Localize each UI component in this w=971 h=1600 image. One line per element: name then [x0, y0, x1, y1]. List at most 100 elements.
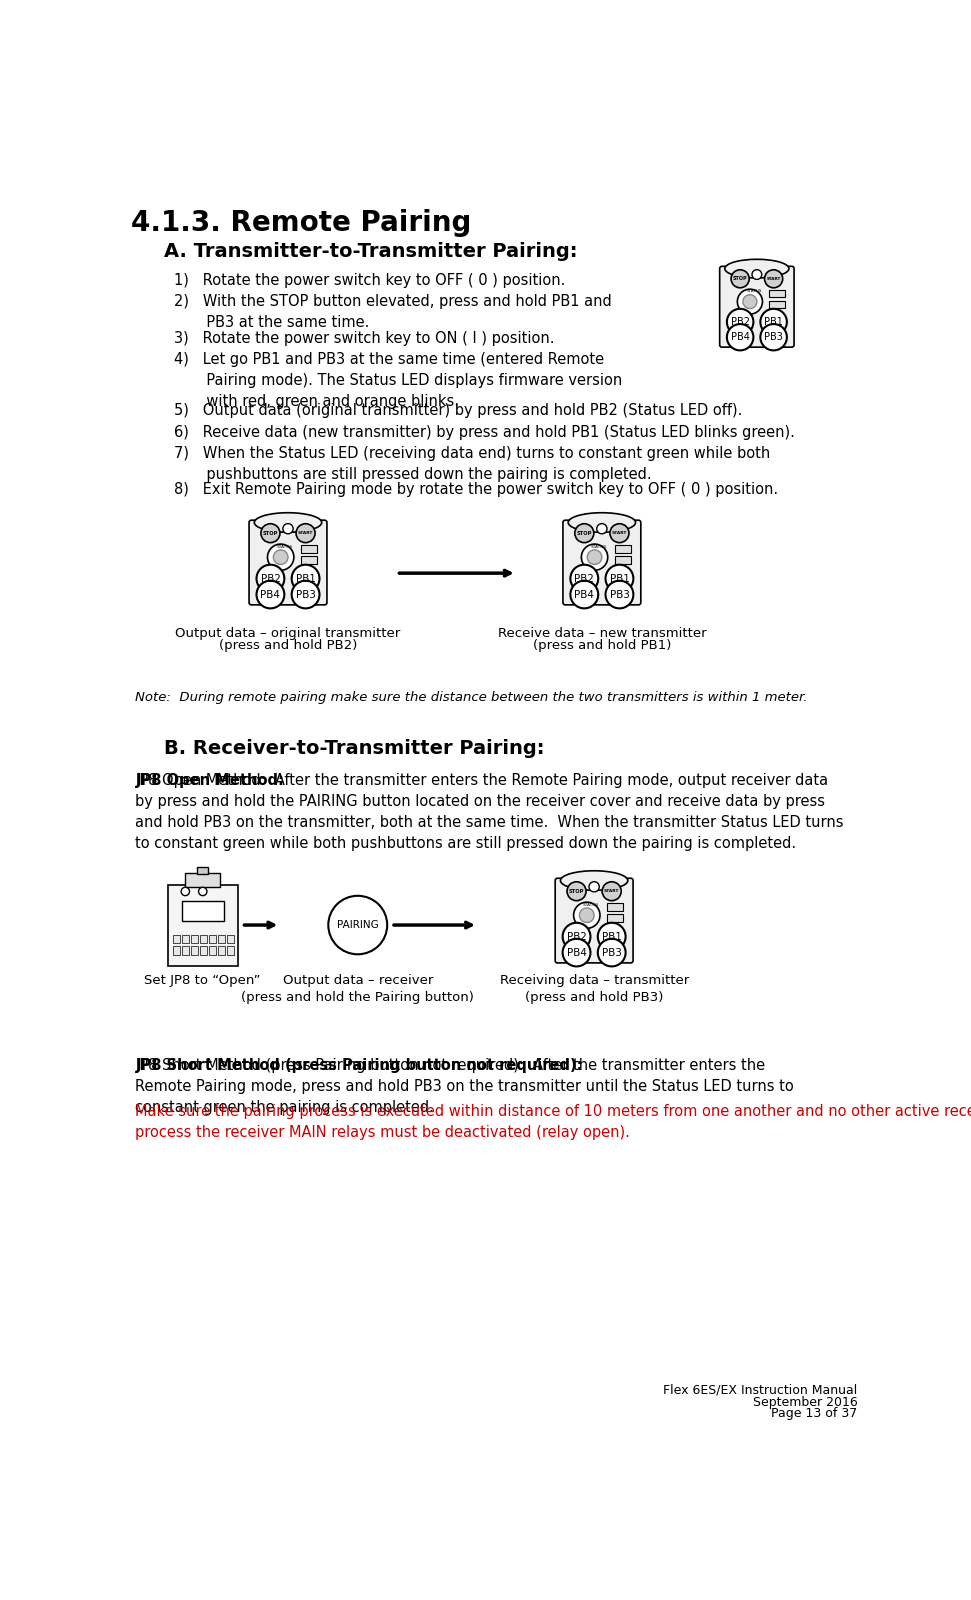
Circle shape [752, 270, 762, 280]
Text: September 2016: September 2016 [753, 1395, 857, 1408]
Text: Make sure the pairing process is executed within distance of 10 meters from one : Make sure the pairing process is execute… [135, 1104, 971, 1139]
Text: PB2: PB2 [567, 931, 586, 941]
Circle shape [606, 565, 633, 592]
Text: A. Transmitter-to-Transmitter Pairing:: A. Transmitter-to-Transmitter Pairing: [164, 242, 578, 261]
Circle shape [296, 523, 316, 542]
Text: PAIRING: PAIRING [337, 920, 379, 930]
Text: Output data – original transmitter: Output data – original transmitter [176, 627, 401, 640]
Circle shape [562, 923, 590, 950]
Bar [218, 947, 225, 955]
Bar [615, 544, 631, 552]
Text: STATUS: STATUS [591, 544, 607, 549]
Text: STOP: STOP [263, 531, 278, 536]
Circle shape [575, 523, 594, 542]
Circle shape [574, 902, 600, 928]
Bar [769, 301, 785, 309]
Text: STATUS: STATUS [277, 544, 293, 549]
Text: START: START [298, 531, 314, 534]
Text: PB3: PB3 [295, 589, 316, 600]
Text: (press and hold PB1): (press and hold PB1) [533, 640, 671, 653]
Circle shape [743, 294, 756, 309]
Bar [182, 947, 188, 955]
Ellipse shape [568, 512, 636, 533]
Text: START: START [612, 531, 627, 534]
Text: 3)   Rotate the power switch key to ON ( I ) position.: 3) Rotate the power switch key to ON ( I… [174, 331, 554, 346]
Circle shape [256, 581, 285, 608]
Text: PB2: PB2 [260, 573, 281, 584]
Bar [607, 914, 623, 922]
Text: 6)   Receive data (new transmitter) by press and hold PB1 (Status LED blinks gre: 6) Receive data (new transmitter) by pre… [174, 424, 795, 440]
Text: 4)   Let go PB1 and PB3 at the same time (entered Remote
       Pairing mode). T: 4) Let go PB1 and PB3 at the same time (… [174, 352, 622, 410]
Text: PB4: PB4 [567, 947, 586, 957]
Bar [191, 934, 198, 944]
Text: B. Receiver-to-Transmitter Pairing:: B. Receiver-to-Transmitter Pairing: [164, 739, 545, 758]
Text: PB3: PB3 [602, 947, 621, 957]
Circle shape [760, 309, 787, 334]
FancyBboxPatch shape [555, 878, 633, 963]
Text: PB3: PB3 [610, 589, 629, 600]
Bar [173, 934, 180, 944]
Text: PB4: PB4 [731, 333, 750, 342]
Text: Flex 6ES/EX Instruction Manual: Flex 6ES/EX Instruction Manual [663, 1384, 857, 1397]
Text: STOP: STOP [733, 277, 748, 282]
Bar [191, 947, 198, 955]
Text: PB2: PB2 [730, 317, 750, 326]
Bar [168, 885, 238, 966]
Text: Receiving data – transmitter
(press and hold PB3): Receiving data – transmitter (press and … [499, 973, 688, 1003]
Bar [615, 557, 631, 565]
Bar [301, 557, 318, 565]
Text: JP8 Open Method:: JP8 Open Method: [135, 773, 285, 789]
Text: 5)   Output data (original transmitter) by press and hold PB2 (Status LED off).: 5) Output data (original transmitter) by… [174, 403, 743, 418]
Bar [197, 867, 209, 875]
Ellipse shape [724, 259, 789, 278]
Text: START: START [604, 890, 619, 893]
Bar [607, 902, 623, 910]
Ellipse shape [560, 870, 628, 890]
Bar [218, 934, 225, 944]
Text: PB1: PB1 [295, 573, 316, 584]
Circle shape [570, 565, 598, 592]
Text: PB4: PB4 [575, 589, 594, 600]
Text: JP8 Open Method:  After the transmitter enters the Remote Pairing mode, output r: JP8 Open Method: After the transmitter e… [135, 773, 844, 851]
Text: JP8 Short Method (press Pairing button not required):  After the transmitter ent: JP8 Short Method (press Pairing button n… [135, 1058, 794, 1115]
Text: PB4: PB4 [260, 589, 281, 600]
Circle shape [727, 325, 753, 350]
Bar [200, 934, 207, 944]
Circle shape [606, 581, 633, 608]
Bar [227, 934, 234, 944]
Text: Note:  During remote pairing make sure the distance between the two transmitters: Note: During remote pairing make sure th… [135, 691, 808, 704]
Circle shape [291, 565, 319, 592]
Circle shape [562, 939, 590, 966]
Text: STATUS: STATUS [747, 290, 762, 293]
Text: PB3: PB3 [764, 333, 783, 342]
Circle shape [198, 888, 207, 896]
Text: Page 13 of 37: Page 13 of 37 [771, 1406, 857, 1421]
Circle shape [256, 565, 285, 592]
Text: PB1: PB1 [610, 573, 629, 584]
Bar [769, 290, 785, 298]
Text: START: START [766, 277, 781, 280]
Text: 8)   Exit Remote Pairing mode by rotate the power switch key to OFF ( 0 ) positi: 8) Exit Remote Pairing mode by rotate th… [174, 482, 778, 498]
Text: JP8 Short Method (press Pairing button not required):: JP8 Short Method (press Pairing button n… [135, 1058, 583, 1074]
Ellipse shape [254, 512, 321, 533]
Bar [182, 901, 223, 922]
Bar [173, 947, 180, 955]
Bar [182, 934, 188, 944]
Circle shape [328, 896, 387, 954]
Text: Set JP8 to “Open”: Set JP8 to “Open” [145, 973, 261, 987]
Circle shape [580, 907, 594, 923]
Text: 1)   Rotate the power switch key to OFF ( 0 ) position.: 1) Rotate the power switch key to OFF ( … [174, 274, 565, 288]
Text: 7)   When the Status LED (receiving data end) turns to constant green while both: 7) When the Status LED (receiving data e… [174, 446, 770, 482]
Text: PB2: PB2 [575, 573, 594, 584]
Circle shape [274, 550, 288, 565]
Circle shape [291, 581, 319, 608]
Bar [209, 934, 216, 944]
Circle shape [182, 888, 189, 896]
Bar [227, 947, 234, 955]
Text: PB1: PB1 [764, 317, 783, 326]
FancyBboxPatch shape [249, 520, 327, 605]
Text: Receive data – new transmitter: Receive data – new transmitter [497, 627, 706, 640]
Circle shape [261, 523, 280, 542]
Circle shape [587, 550, 602, 565]
Circle shape [598, 923, 625, 950]
